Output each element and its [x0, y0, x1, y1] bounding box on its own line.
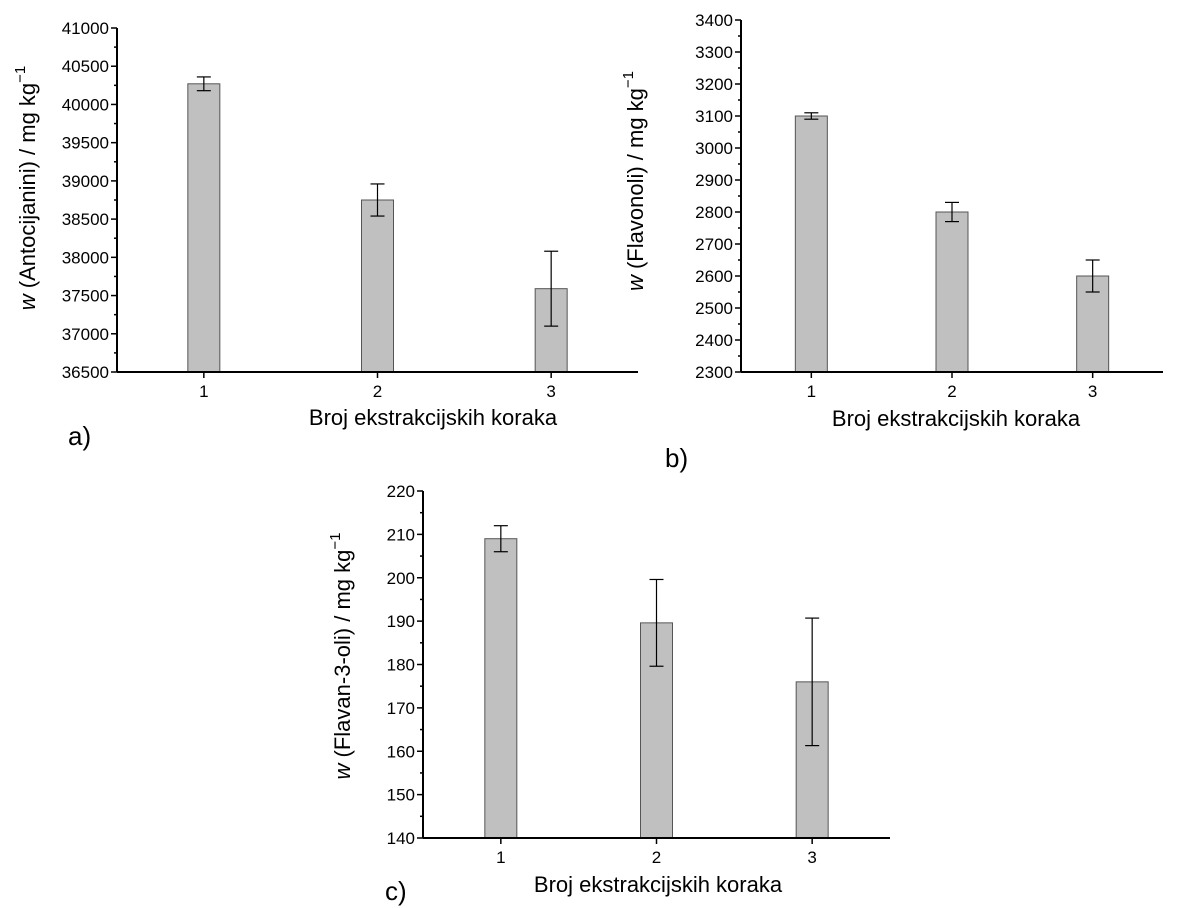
- error-bar-a-1: [196, 76, 211, 92]
- y-tick-label-b: 3400: [695, 11, 733, 30]
- bar-a-1: [187, 83, 221, 373]
- y-tick-label-c: 180: [387, 656, 415, 675]
- x-tick-label-b: 3: [1088, 382, 1097, 401]
- y-axis-label-b: w (Flavonoli) / mg kg−1: [620, 71, 648, 291]
- error-bar-b-1: [804, 112, 819, 120]
- panel-c: 140 150 160 170 180 190 200 210 220 1 2 3 Broj ekst…: [327, 482, 890, 906]
- y-tick-label-b: 2800: [695, 203, 733, 222]
- panel-label-b: b): [665, 443, 688, 473]
- y-tick-label-c: 200: [387, 569, 415, 588]
- y-tick-label-c: 170: [387, 699, 415, 718]
- error-bar-b-2: [945, 201, 959, 223]
- y-tick-label-a: 38000: [62, 248, 109, 267]
- error-bar-b-3: [1085, 259, 1100, 293]
- error-bar-c-1: [493, 525, 508, 553]
- error-bar-c-2: [649, 578, 664, 667]
- x-tick-label-b: 1: [807, 382, 816, 401]
- bar-b-1: [794, 115, 828, 373]
- y-tick-label-a: 39500: [62, 134, 109, 153]
- y-tick-label-a: 36500: [62, 363, 109, 382]
- y-tick-label-c: 160: [387, 742, 415, 761]
- panel-b: 2300 2400 2500 2600 2700 2800 2900 3000 3100 3200…: [620, 11, 1163, 473]
- x-axis-label-c: Broj ekstrakcijskih koraka: [534, 872, 783, 897]
- x-tick-label-a: 3: [546, 382, 555, 401]
- y-tick-label-c: 190: [387, 612, 415, 631]
- y-axis-label-a: w (Antocijanini) / mg kg−1: [12, 66, 40, 311]
- y-tick-label-b: 2300: [695, 363, 733, 382]
- y-tick-label-b: 3100: [695, 107, 733, 126]
- y-tick-label-b: 3200: [695, 75, 733, 94]
- plot-b: 2300 2400 2500 2600 2700 2800 2900 3000 3100 3200…: [695, 11, 1163, 401]
- y-tick-label-a: 40000: [62, 95, 109, 114]
- y-tick-label-b: 2900: [695, 171, 733, 190]
- plot-c: 140 150 160 170 180 190 200 210 220 1 2 3: [387, 482, 890, 867]
- error-bar-a-3: [544, 250, 559, 327]
- y-tick-label-a: 38500: [62, 210, 109, 229]
- y-axis-label-c: w (Flavan-3-oli) / mg kg−1: [327, 533, 355, 780]
- bar-c-1: [484, 538, 518, 839]
- y-tick-label-b: 2500: [695, 299, 733, 318]
- bar-a-2: [361, 199, 394, 373]
- panel-a: 36500 37000 37500 38000 38500 39000 39500 40000…: [12, 19, 638, 451]
- panel-label-a: a): [68, 421, 91, 451]
- y-tick-label-c: 220: [387, 482, 415, 501]
- x-tick-label-b: 2: [947, 382, 956, 401]
- y-tick-label-a: 39000: [62, 172, 109, 191]
- y-tick-label-c: 140: [387, 829, 415, 848]
- error-bar-a-2: [370, 183, 385, 217]
- x-tick-label-a: 2: [373, 382, 382, 401]
- plot-a: 36500 37000 37500 38000 38500 39000 39500 40000…: [62, 19, 638, 401]
- y-tick-label-c: 210: [387, 525, 415, 544]
- y-tick-label-b: 2700: [695, 235, 733, 254]
- y-tick-label-b: 2400: [695, 331, 733, 350]
- x-axis-label-a: Broj ekstrakcijskih koraka: [309, 405, 558, 430]
- y-tick-label-a: 37500: [62, 287, 109, 306]
- y-tick-label-b: 3000: [695, 139, 733, 158]
- y-tick-label-a: 40500: [62, 57, 109, 76]
- y-tick-label-a: 37000: [62, 325, 109, 344]
- y-tick-label-c: 150: [387, 786, 415, 805]
- y-tick-label-b: 3300: [695, 43, 733, 62]
- panel-label-c: c): [385, 876, 407, 906]
- bar-b-2: [935, 211, 969, 373]
- x-tick-label-c: 3: [807, 848, 816, 867]
- y-tick-label-a: 41000: [62, 19, 109, 38]
- x-axis-label-b: Broj ekstrakcijskih koraka: [832, 406, 1081, 431]
- x-tick-label-c: 2: [652, 848, 661, 867]
- x-tick-label-a: 1: [199, 382, 208, 401]
- y-tick-label-b: 2600: [695, 267, 733, 286]
- error-bar-c-3: [805, 617, 820, 747]
- x-tick-label-c: 1: [496, 848, 505, 867]
